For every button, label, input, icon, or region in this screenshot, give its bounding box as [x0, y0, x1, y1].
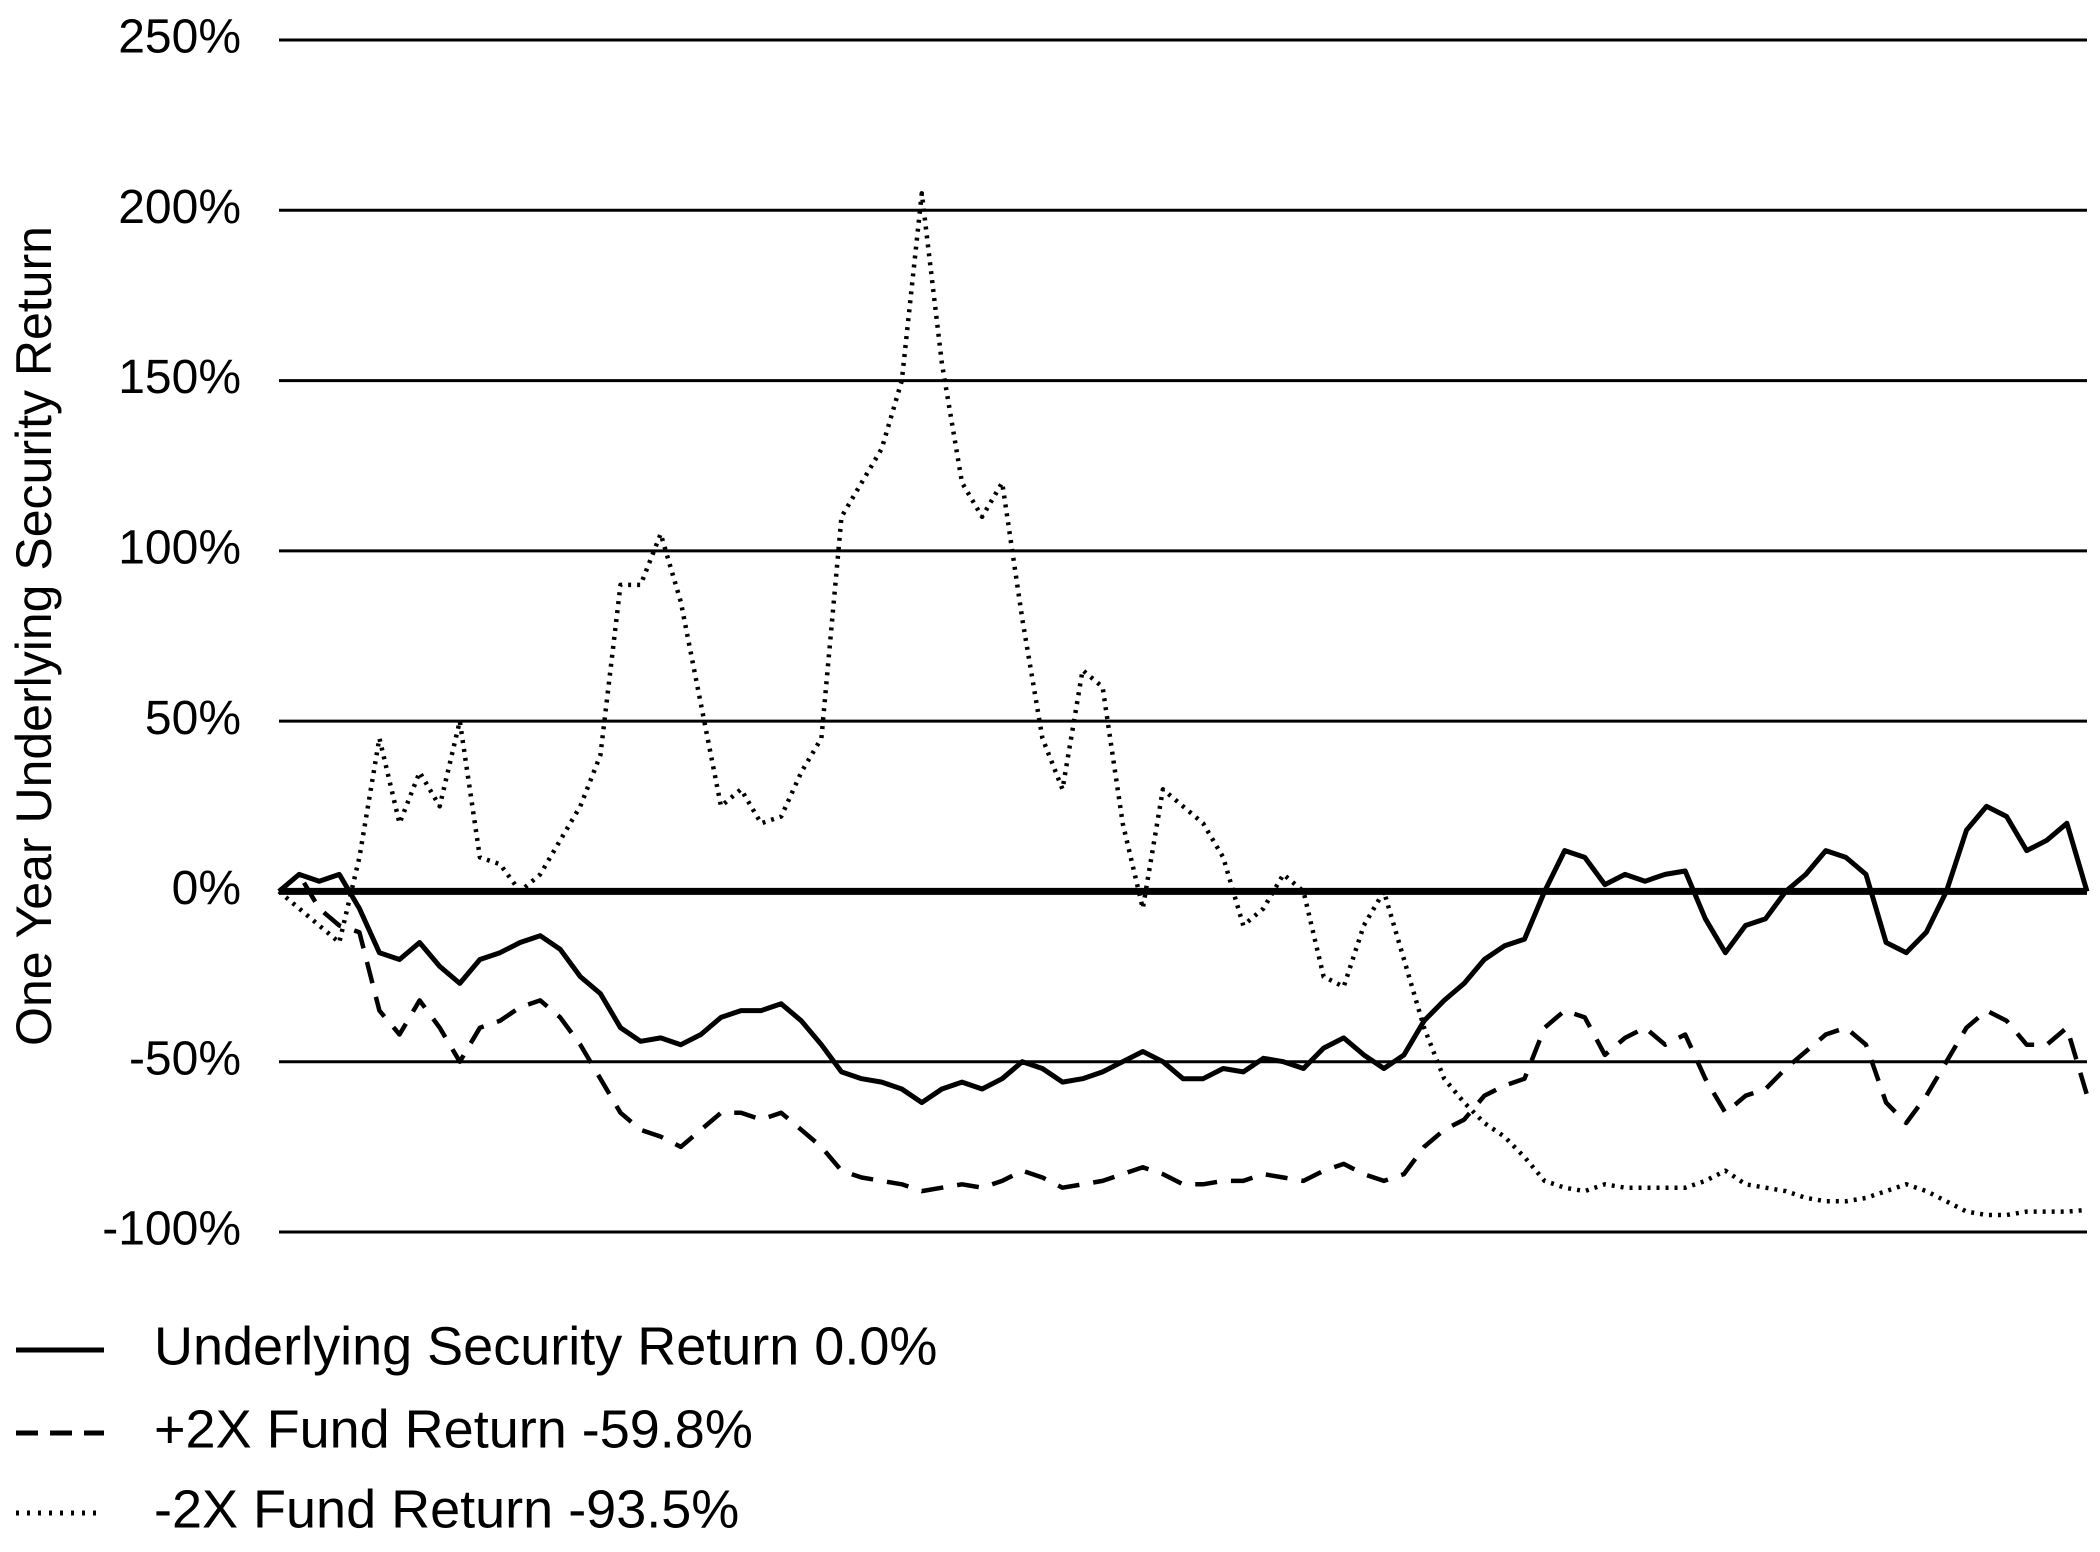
y-tick-label: 150% — [118, 351, 241, 404]
legend-label: -2X Fund Return -93.5% — [154, 1479, 739, 1539]
y-tick-label: 50% — [145, 692, 241, 745]
y-tick-label: 200% — [118, 181, 241, 234]
legend-label: +2X Fund Return -59.8% — [154, 1399, 753, 1459]
series-line — [277, 872, 2090, 1194]
y-tick-label: 100% — [118, 522, 241, 575]
series-line — [277, 191, 2088, 1218]
y-tick-label: 250% — [118, 11, 241, 64]
y-axis-label: One Year Underlying Security Return — [6, 226, 62, 1046]
legend-label: Underlying Security Return 0.0% — [154, 1316, 937, 1376]
y-tick-label: -50% — [129, 1032, 241, 1085]
y-tick-label: -100% — [102, 1203, 241, 1256]
series-line — [277, 803, 2090, 1106]
y-tick-label: 0% — [172, 862, 241, 915]
